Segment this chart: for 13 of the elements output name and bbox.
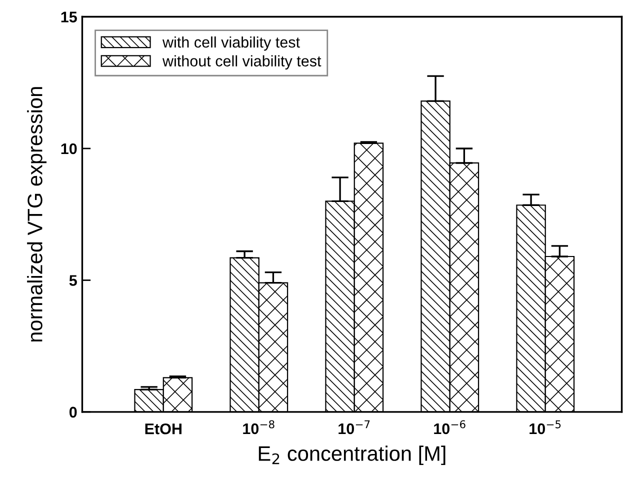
legend-label: without cell viability test <box>162 55 322 70</box>
x-tick-label: 10$^{−7}$ <box>338 420 370 434</box>
y-tick-label: 5 <box>69 275 77 286</box>
y-tick-label: 0 <box>69 406 77 418</box>
x-tick-label: 10$^{−6}$ <box>434 420 466 434</box>
legend-label: with cell viability test <box>162 36 300 51</box>
y-tick-label: 15 <box>61 12 77 22</box>
x-axis-title: E$_{2}$ concentration [M] <box>258 446 446 466</box>
x-tick-label: 10$^{−5}$ <box>530 420 561 434</box>
y-axis-title: normalized VTG expression <box>27 87 46 342</box>
x-tick-label: 10$^{−8}$ <box>243 420 274 434</box>
x-tick-label: EtOH <box>145 423 182 434</box>
y-tick-label: 10 <box>61 143 77 154</box>
